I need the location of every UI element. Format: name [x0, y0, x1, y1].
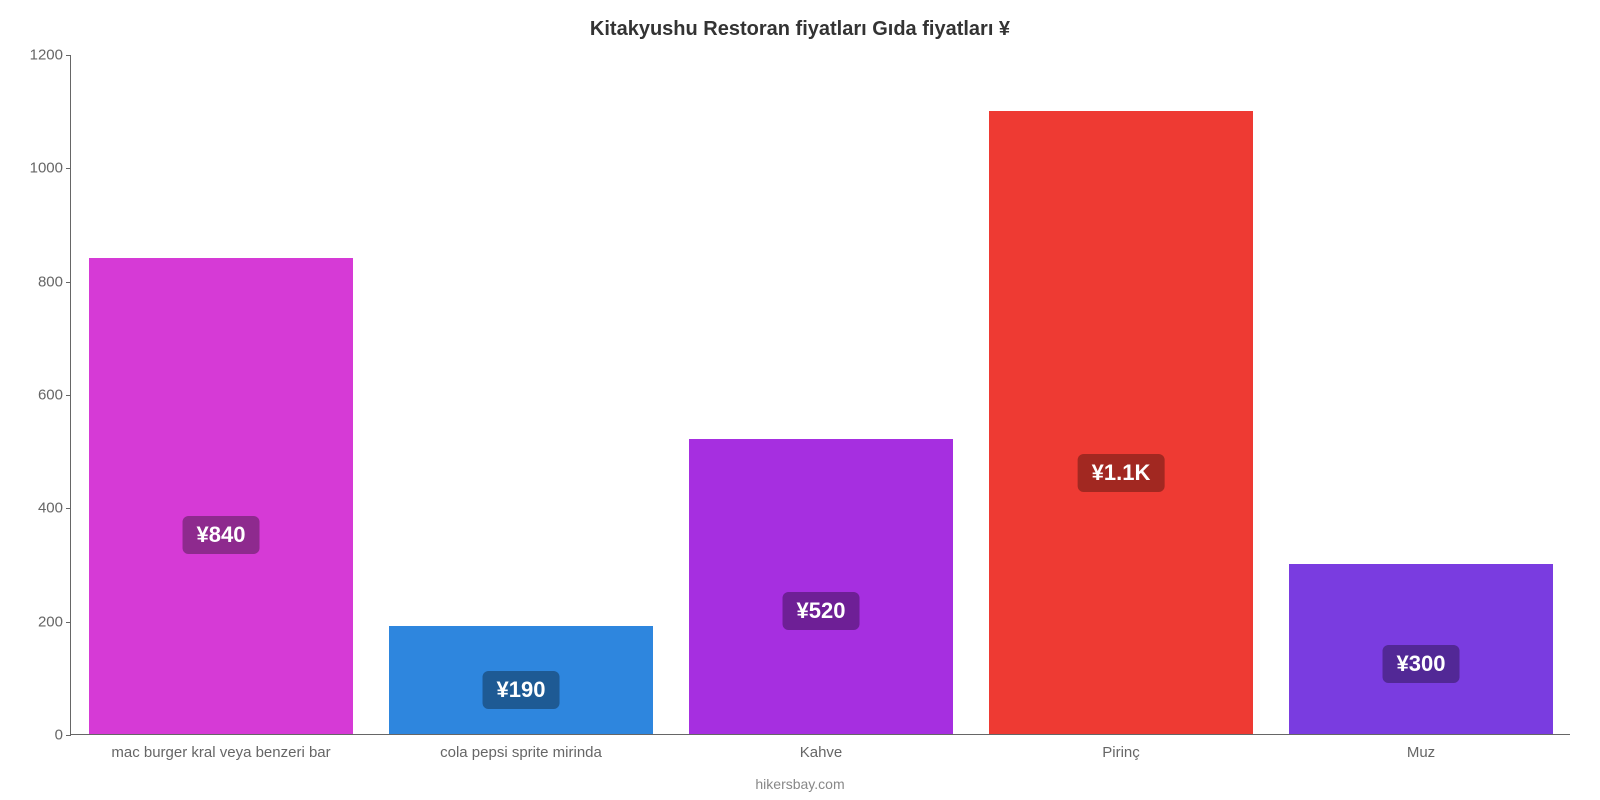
bar: ¥840: [89, 258, 353, 734]
y-tick-mark: [66, 508, 71, 509]
chart-container: Kitakyushu Restoran fiyatları Gıda fiyat…: [0, 0, 1600, 800]
bars-layer: ¥840 ¥190 ¥520 ¥1.1K ¥300: [71, 55, 1570, 734]
y-tick-mark: [66, 168, 71, 169]
bar-value-badge: ¥300: [1383, 645, 1460, 683]
bar: ¥190: [389, 626, 653, 734]
y-tick-label: 1000: [30, 160, 71, 177]
y-tick-mark: [66, 282, 71, 283]
bar-value-badge: ¥840: [183, 516, 260, 554]
y-tick-mark: [66, 735, 71, 736]
x-tick-label: Pirinç: [1102, 734, 1140, 761]
y-tick-mark: [66, 55, 71, 56]
bar: ¥520: [689, 439, 953, 734]
x-tick-label: cola pepsi sprite mirinda: [440, 734, 602, 761]
bar: ¥1.1K: [989, 111, 1253, 734]
plot-area: ¥840¥190¥520¥1.1K¥300 020040060080010001…: [70, 55, 1570, 735]
bar-value-badge: ¥190: [483, 671, 560, 709]
x-tick-label: Muz: [1407, 734, 1435, 761]
bar: ¥300: [1289, 564, 1553, 734]
y-tick-mark: [66, 395, 71, 396]
x-tick-label: mac burger kral veya benzeri bar: [111, 734, 330, 761]
chart-title: Kitakyushu Restoran fiyatları Gıda fiyat…: [0, 18, 1600, 41]
y-tick-label: 1200: [30, 47, 71, 64]
bar-value-badge: ¥520: [783, 592, 860, 630]
chart-footer: hikersbay.com: [0, 776, 1600, 792]
y-tick-mark: [66, 622, 71, 623]
bar-value-badge: ¥1.1K: [1078, 454, 1165, 492]
x-tick-label: Kahve: [800, 734, 843, 761]
